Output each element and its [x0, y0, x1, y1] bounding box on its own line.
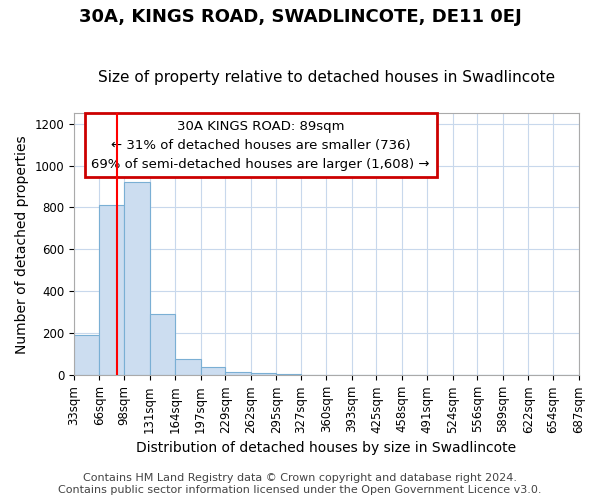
Text: 30A, KINGS ROAD, SWADLINCOTE, DE11 0EJ: 30A, KINGS ROAD, SWADLINCOTE, DE11 0EJ [79, 8, 521, 26]
Bar [149, 314, 175, 376]
Bar [74, 336, 100, 376]
Bar [124, 182, 149, 376]
Text: 30A KINGS ROAD: 89sqm
← 31% of detached houses are smaller (736)
69% of semi-det: 30A KINGS ROAD: 89sqm ← 31% of detached … [91, 120, 430, 170]
Bar [175, 358, 200, 376]
X-axis label: Distribution of detached houses by size in Swadlincote: Distribution of detached houses by size … [136, 441, 517, 455]
Bar [100, 206, 124, 376]
Bar [200, 368, 225, 376]
Y-axis label: Number of detached properties: Number of detached properties [15, 135, 29, 354]
Bar [276, 374, 301, 376]
Bar [251, 373, 276, 376]
Title: Size of property relative to detached houses in Swadlincote: Size of property relative to detached ho… [98, 70, 555, 86]
Text: Contains HM Land Registry data © Crown copyright and database right 2024.
Contai: Contains HM Land Registry data © Crown c… [58, 474, 542, 495]
Bar [225, 372, 251, 376]
